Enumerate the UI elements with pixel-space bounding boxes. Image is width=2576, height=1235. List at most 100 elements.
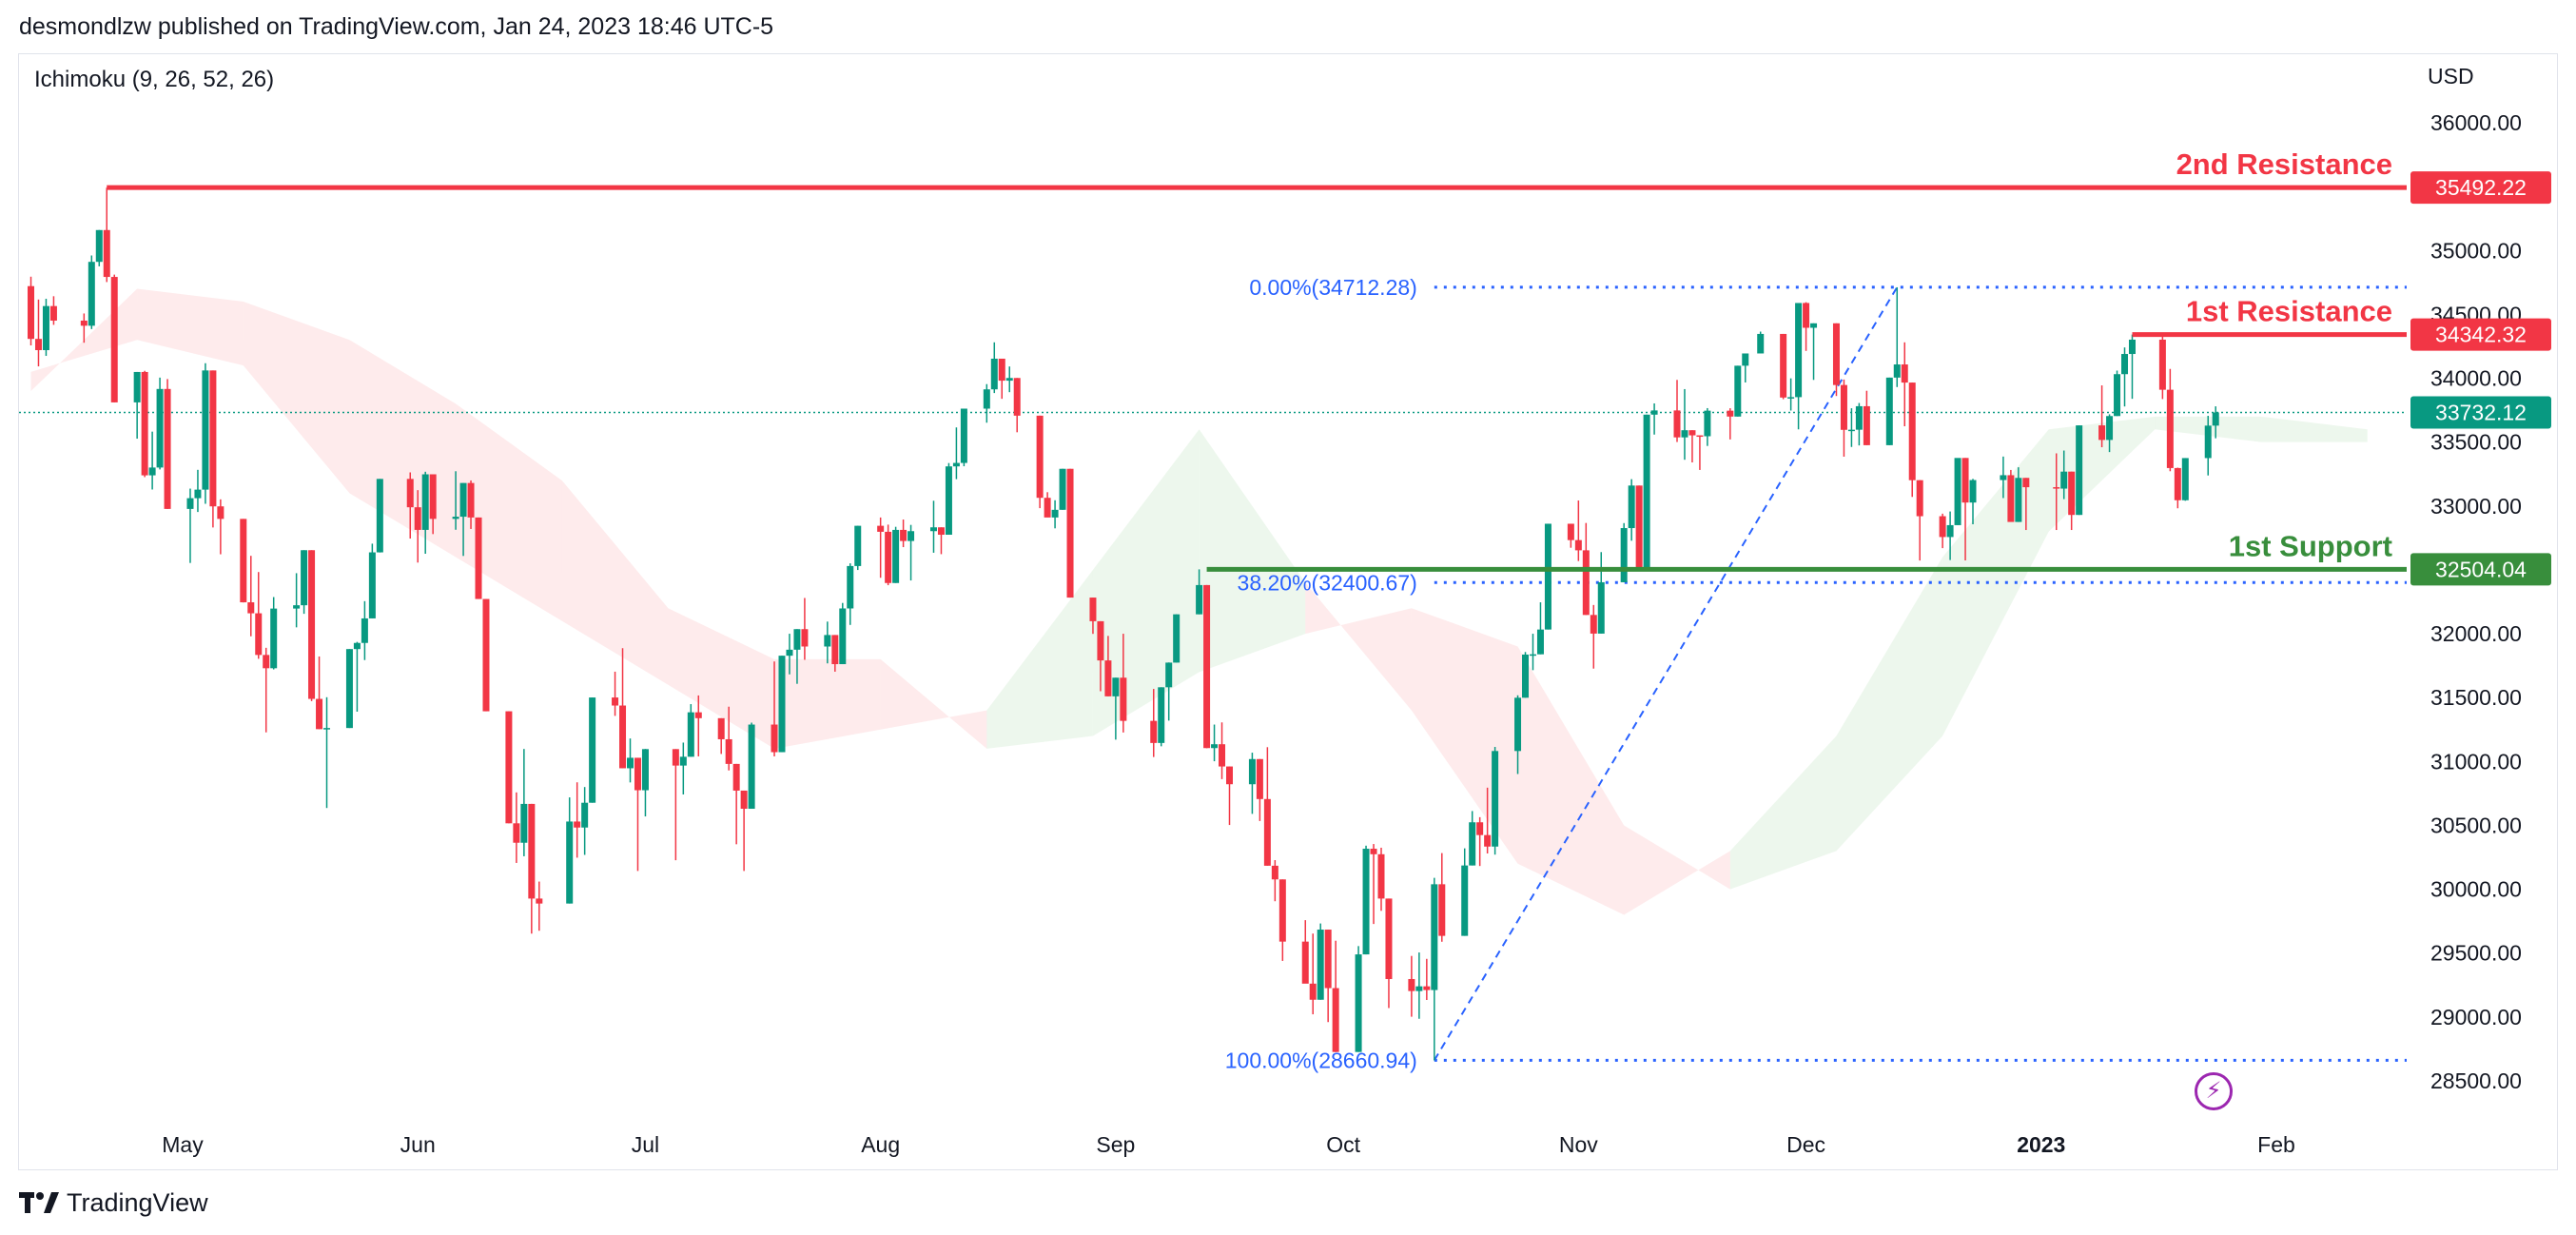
candle [2128, 334, 2136, 400]
candle-body [263, 655, 270, 669]
candle-body [2053, 487, 2060, 489]
candle [1529, 634, 1536, 671]
candle-body [1574, 539, 1582, 551]
candle-body [2114, 374, 2121, 417]
candle [2204, 416, 2212, 476]
candle-body [612, 697, 619, 706]
candle [2098, 385, 2106, 448]
candle-body [459, 482, 467, 518]
candle-body [308, 550, 316, 699]
candle [679, 742, 687, 794]
candle-body [619, 705, 627, 769]
candle-body [110, 277, 118, 402]
candle-body [217, 506, 224, 519]
candle [1893, 286, 1901, 387]
candle-body [2098, 425, 2106, 441]
candle [1787, 378, 1795, 411]
price-tick-label: 29000.00 [2430, 1005, 2522, 1029]
candle-body [1939, 516, 1946, 538]
candle-body [1408, 978, 1415, 991]
candle-body [793, 629, 801, 650]
candle-body [687, 712, 694, 757]
candle [612, 671, 619, 716]
candle-body [892, 529, 900, 583]
candle [103, 187, 110, 283]
level-price-tag-label: 35492.22 [2435, 175, 2527, 200]
candle [1196, 569, 1203, 615]
lightning-icon[interactable]: ⚡ [2195, 1072, 2233, 1110]
candle [1908, 382, 1916, 498]
candle-body [1438, 884, 1446, 936]
candle [1059, 468, 1066, 510]
candle [202, 363, 209, 504]
candle [1863, 390, 1870, 445]
candle [2121, 347, 2129, 407]
candle-body [1522, 654, 1530, 698]
candle [1104, 636, 1112, 696]
candle-body [952, 462, 960, 467]
cloud-segment [561, 480, 669, 685]
candle [589, 697, 596, 803]
candle [217, 499, 224, 555]
candle-body [1969, 480, 1977, 503]
candle [247, 556, 255, 637]
candle [892, 526, 900, 583]
candle [186, 488, 194, 563]
time-tick-label: Nov [1559, 1132, 1598, 1157]
candle [1567, 523, 1574, 548]
candle-body [1810, 323, 1818, 328]
candle-body [1840, 384, 1847, 430]
candle [786, 634, 793, 675]
last-price-tag [2410, 396, 2551, 429]
candle-body [1309, 983, 1317, 1000]
candle [937, 527, 945, 555]
candle [1271, 859, 1278, 902]
candle-body [1461, 865, 1469, 936]
time-tick-label: Jun [400, 1132, 436, 1157]
candle [1847, 408, 1855, 447]
candle-body [983, 389, 990, 409]
candle [1089, 598, 1097, 635]
chart-frame[interactable] [18, 53, 2558, 1170]
candle [831, 635, 839, 672]
candle [1536, 602, 1544, 655]
time-axis: May Jun Jul Aug Sep Oct Nov Dec 2023 Feb [162, 1132, 2295, 1157]
candle [133, 371, 141, 440]
candle-body [725, 738, 732, 764]
candle-body [353, 642, 361, 650]
candle [353, 641, 361, 712]
candle-body [1431, 884, 1438, 990]
candle [1673, 380, 1681, 442]
candle-body [1423, 986, 1431, 990]
price-axis: USD36000.0035500.0035000.0034500.0034000… [2410, 64, 2551, 1093]
cloud-segment [986, 569, 1093, 749]
candle [1727, 408, 1734, 440]
candle-body [1590, 615, 1597, 634]
candle-body [34, 339, 42, 350]
candle-body [2022, 478, 2030, 488]
candle-body [1097, 620, 1104, 661]
candle-body [839, 608, 847, 665]
candle [1256, 758, 1263, 821]
cloud-segment [243, 301, 350, 494]
candle [1097, 620, 1104, 692]
level-label: 1st Resistance [2186, 295, 2392, 328]
candle [361, 600, 368, 660]
candle [1832, 323, 1840, 397]
candle [505, 711, 513, 824]
candle [725, 706, 732, 771]
candle [293, 573, 301, 628]
candle-body [1742, 353, 1749, 366]
ichimoku-legend[interactable]: Ichimoku (9, 26, 52, 26) [34, 67, 275, 92]
candle [1780, 333, 1787, 400]
candle-body [2076, 425, 2083, 516]
time-tick-label: May [162, 1132, 204, 1157]
candle [95, 229, 103, 266]
candle [1317, 923, 1324, 1000]
candle-body [1916, 480, 1923, 517]
candle-body [28, 285, 35, 340]
candle [2053, 453, 2060, 531]
candle [771, 661, 778, 756]
candle-body [1908, 382, 1916, 480]
